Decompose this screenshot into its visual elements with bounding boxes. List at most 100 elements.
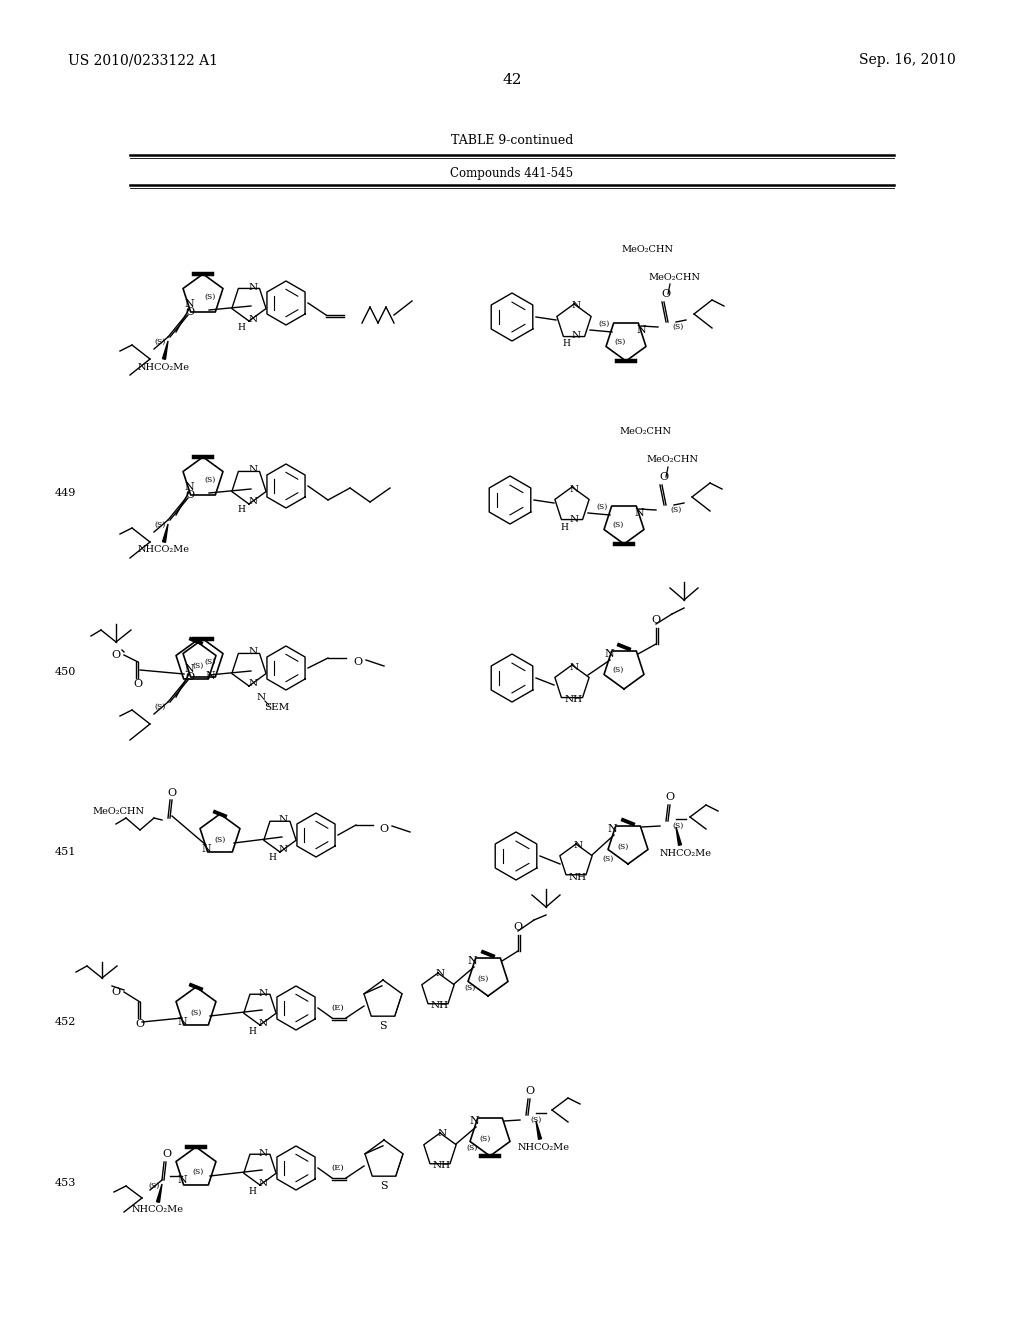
Text: 450: 450 [55, 667, 77, 677]
Text: H: H [560, 523, 568, 532]
Text: N: N [249, 466, 257, 474]
Text: N: N [437, 1130, 446, 1138]
Text: (S): (S) [148, 1181, 160, 1191]
Text: O: O [513, 921, 522, 932]
Text: O: O [185, 308, 195, 317]
Text: N: N [569, 515, 579, 524]
Text: N: N [571, 301, 581, 310]
Text: (S): (S) [464, 983, 475, 993]
Text: O: O [525, 1086, 535, 1096]
Text: (S): (S) [193, 663, 204, 671]
Text: (S): (S) [530, 1115, 542, 1125]
Text: O: O [380, 824, 388, 834]
Text: N: N [569, 484, 579, 494]
Text: N: N [573, 841, 583, 850]
Text: NHCO₂Me: NHCO₂Me [138, 545, 190, 554]
Text: (S): (S) [155, 521, 166, 529]
Text: N: N [184, 300, 194, 309]
Text: O: O [666, 792, 675, 803]
Text: N: N [177, 1175, 186, 1185]
Text: (S): (S) [214, 836, 225, 843]
Text: O: O [133, 678, 142, 689]
Text: NHCO₂Me: NHCO₂Me [138, 363, 190, 371]
Text: NH: NH [569, 873, 587, 882]
Text: N: N [571, 331, 581, 341]
Text: MeO₂CHN: MeO₂CHN [618, 428, 671, 437]
Text: NH: NH [565, 694, 583, 704]
Text: N: N [634, 508, 644, 517]
Text: N: N [258, 989, 267, 998]
Text: N: N [201, 843, 211, 854]
Text: O: O [185, 672, 195, 682]
Text: O: O [651, 615, 660, 624]
Text: MeO₂CHN: MeO₂CHN [648, 272, 700, 281]
Text: S: S [380, 1181, 388, 1191]
Text: N: N [435, 969, 444, 978]
Text: (S): (S) [671, 506, 682, 513]
Text: H: H [237, 506, 245, 515]
Text: 453: 453 [55, 1177, 77, 1188]
Text: Compounds 441-545: Compounds 441-545 [451, 166, 573, 180]
Text: (S): (S) [612, 521, 624, 529]
Text: N: N [184, 664, 194, 675]
Polygon shape [676, 828, 681, 845]
Text: (S): (S) [205, 293, 216, 301]
Text: SEM: SEM [264, 704, 290, 713]
Text: N: N [604, 649, 613, 659]
Text: MeO₂CHN: MeO₂CHN [646, 455, 698, 465]
Text: Sep. 16, 2010: Sep. 16, 2010 [859, 53, 956, 67]
Text: N: N [258, 1148, 267, 1158]
Text: (S): (S) [155, 704, 166, 711]
Text: H: H [248, 1187, 256, 1196]
Text: (S): (S) [617, 843, 629, 851]
Text: 451: 451 [55, 847, 77, 857]
Text: H: H [268, 854, 275, 862]
Text: O: O [185, 490, 195, 500]
Text: O: O [659, 473, 669, 482]
Text: (S): (S) [598, 319, 609, 327]
Text: S: S [379, 1020, 387, 1031]
Text: 449: 449 [55, 488, 77, 498]
Text: (S): (S) [479, 1135, 490, 1143]
Text: H: H [248, 1027, 256, 1035]
Text: MeO₂CHN: MeO₂CHN [621, 244, 673, 253]
Text: O: O [112, 649, 121, 660]
Text: (S): (S) [673, 822, 684, 830]
Text: (S): (S) [193, 1168, 204, 1176]
Text: NHCO₂Me: NHCO₂Me [132, 1205, 184, 1214]
Text: O: O [353, 657, 362, 667]
Text: (S): (S) [612, 667, 624, 675]
Text: MeO₂CHN: MeO₂CHN [92, 808, 144, 817]
Text: N: N [279, 816, 288, 825]
Polygon shape [157, 1184, 162, 1203]
Text: NH: NH [431, 1002, 450, 1011]
Text: US 2010/0233122 A1: US 2010/0233122 A1 [68, 53, 218, 67]
Text: H: H [237, 322, 245, 331]
Text: N: N [249, 282, 257, 292]
Text: NHCO₂Me: NHCO₂Me [518, 1143, 570, 1151]
Text: TABLE 9-continued: TABLE 9-continued [451, 133, 573, 147]
Text: N: N [467, 956, 477, 966]
Text: N: N [569, 663, 579, 672]
Text: N: N [249, 314, 257, 323]
Text: (S): (S) [205, 657, 216, 667]
Text: N: N [249, 648, 257, 656]
Text: (E): (E) [332, 1005, 344, 1012]
Text: (S): (S) [673, 323, 684, 331]
Text: N: N [607, 824, 616, 834]
Text: (S): (S) [466, 1144, 477, 1152]
Text: (S): (S) [614, 338, 626, 346]
Text: (S): (S) [602, 855, 613, 863]
Text: N: N [258, 1019, 267, 1027]
Text: H: H [562, 339, 570, 348]
Text: N: N [249, 498, 257, 507]
Text: O: O [163, 1148, 172, 1159]
Text: NHCO₂Me: NHCO₂Me [660, 849, 712, 858]
Text: O: O [168, 788, 176, 799]
Text: N: N [205, 671, 215, 681]
Text: 42: 42 [502, 73, 522, 87]
Text: N: N [258, 1179, 267, 1188]
Text: N: N [469, 1115, 479, 1126]
Text: O: O [662, 289, 671, 300]
Text: N: N [249, 680, 257, 689]
